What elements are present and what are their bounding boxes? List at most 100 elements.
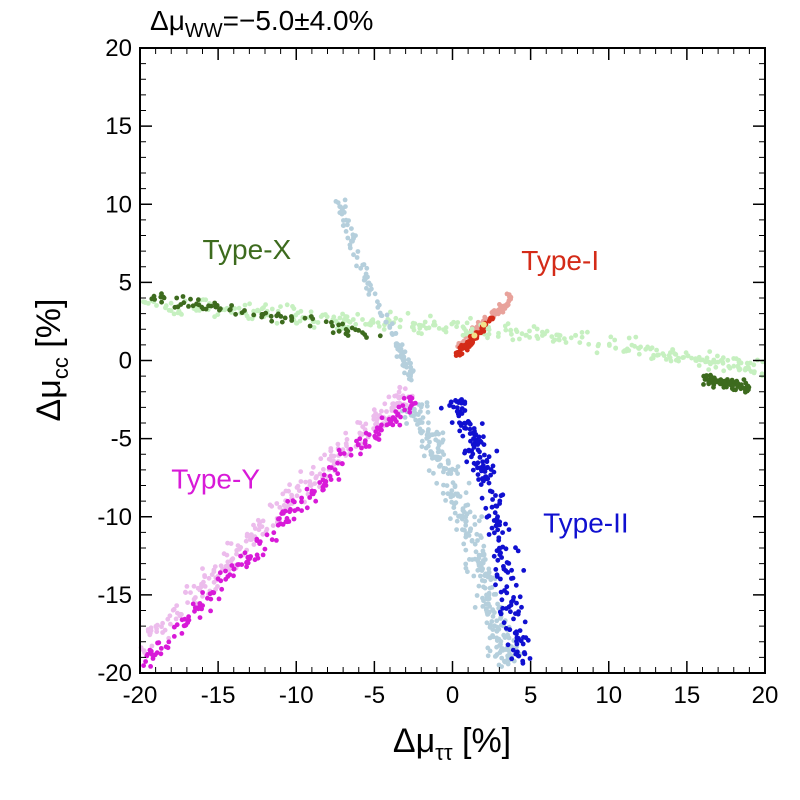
- type-x-light-point: [451, 319, 456, 325]
- type-y-point: [208, 608, 214, 614]
- type-y-light-point: [343, 430, 349, 436]
- central-light-point: [347, 245, 353, 251]
- type-ii-light-point: [487, 624, 493, 630]
- type-ii-light-point: [440, 490, 446, 496]
- points-layer: [138, 197, 766, 669]
- type-y-point: [379, 427, 384, 433]
- type-ii-light-point: [440, 437, 446, 443]
- y-tick-label: -10: [97, 504, 132, 531]
- type-i-point: [488, 315, 493, 321]
- series-labels: Type-I Type-II Type-X Type-Y: [171, 234, 628, 539]
- central-light-point: [345, 222, 350, 228]
- type-x-light-point: [422, 319, 428, 325]
- type-ii-light-point: [486, 566, 492, 572]
- type-ii-light-point: [441, 482, 446, 488]
- type-ii-light-point: [420, 415, 426, 420]
- type-x-light-point: [550, 339, 556, 344]
- type-x-light-point: [746, 366, 752, 372]
- type-ii-light-point: [487, 585, 493, 591]
- type-y-point: [219, 586, 225, 592]
- type-x-light-point: [154, 303, 159, 308]
- type-ii-light-point: [482, 573, 488, 579]
- type-ii-point: [463, 426, 469, 431]
- type-y-light-point: [298, 469, 304, 474]
- type-ii-light-point: [469, 538, 475, 544]
- type-y-point: [216, 596, 222, 602]
- type-ii-point: [517, 628, 523, 633]
- type-ii-point: [475, 439, 481, 445]
- type-y-point: [179, 631, 185, 636]
- type-y-light-point: [243, 538, 249, 544]
- type-y-light-point: [374, 421, 380, 427]
- type-ii-light-point: [461, 509, 467, 515]
- type-y-point: [200, 603, 206, 608]
- type-ii-light-point: [496, 662, 502, 668]
- y-tick-label: -5: [111, 426, 132, 453]
- type-x-light-point: [454, 324, 459, 330]
- type-y-light-point: [386, 394, 392, 400]
- type-x-light-point: [203, 297, 209, 303]
- type-y-light-point: [174, 603, 180, 608]
- type-x-light-point: [176, 308, 182, 314]
- type-ii-point: [494, 448, 500, 454]
- type-y-point: [359, 445, 364, 451]
- type-ii-light-point: [474, 531, 480, 537]
- type-x-light-point: [369, 318, 375, 324]
- type-ii-point: [486, 532, 492, 537]
- series-label-type-x: Type-X: [203, 234, 292, 265]
- type-y-light-point: [225, 559, 231, 565]
- type-ii-light-point: [463, 503, 469, 508]
- type-y-light-point: [252, 526, 258, 531]
- type-y-point: [317, 480, 323, 485]
- type-ii-point: [510, 647, 516, 653]
- type-ii-point: [516, 653, 522, 659]
- x-tick-label: 20: [752, 682, 779, 709]
- type-x-point: [229, 303, 235, 308]
- type-x-light-point: [368, 322, 373, 328]
- type-ii-point: [462, 401, 468, 406]
- type-i-highlight-point: [480, 321, 487, 328]
- type-x-light-point: [663, 357, 669, 362]
- type-y-point: [238, 553, 244, 559]
- type-y-point: [407, 409, 413, 415]
- type-ii-light-point: [430, 432, 436, 437]
- type-x-light-point: [700, 357, 705, 363]
- type-y-point: [402, 407, 407, 413]
- type-y-point: [217, 570, 223, 576]
- type-y-point: [287, 509, 292, 515]
- type-x-point: [233, 311, 239, 317]
- type-x-light-point: [215, 312, 221, 317]
- type-y-light-point: [294, 493, 300, 499]
- type-y-point: [321, 472, 327, 478]
- type-y-light-point: [335, 441, 341, 447]
- type-ii-light-point: [484, 592, 489, 598]
- type-ii-light-point: [478, 535, 484, 540]
- type-ii-point: [478, 466, 484, 472]
- type-x-light-point: [431, 319, 437, 325]
- type-x-light-point: [363, 321, 368, 327]
- type-x-point: [186, 304, 191, 309]
- type-ii-point: [522, 619, 528, 625]
- type-y-light-point: [289, 492, 294, 498]
- type-y-point: [299, 508, 304, 513]
- type-ii-point: [509, 656, 515, 662]
- type-x-point: [345, 328, 351, 334]
- type-y-point: [357, 436, 363, 442]
- type-y-point: [372, 433, 378, 439]
- type-x-light-point: [311, 325, 317, 330]
- central-light-point: [367, 288, 372, 294]
- type-y-light-point: [277, 505, 283, 510]
- type-ii-light-point: [450, 480, 456, 486]
- series-label-type-i: Type-I: [521, 245, 599, 276]
- type-y-light-point: [215, 584, 220, 589]
- type-y-light-point: [206, 575, 212, 581]
- central-light-point: [368, 282, 373, 288]
- type-ii-light-point: [489, 619, 495, 624]
- type-y-light-point: [251, 542, 257, 547]
- type-y-point: [205, 595, 210, 601]
- type-y-light-point: [286, 488, 291, 494]
- type-ii-light-point: [466, 480, 472, 486]
- type-x-light-point: [315, 320, 321, 325]
- type-i-light-point: [495, 311, 501, 317]
- type-x-point: [278, 314, 284, 319]
